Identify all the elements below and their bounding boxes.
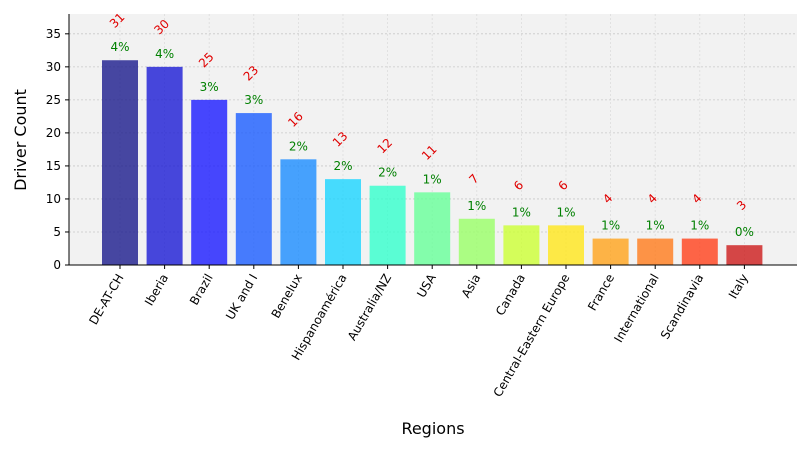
percent-label: 1% xyxy=(690,219,709,233)
x-tick-label: UK and I xyxy=(223,272,260,323)
bar xyxy=(191,99,228,265)
y-tick-label: 20 xyxy=(46,126,61,140)
y-tick-label: 30 xyxy=(46,60,61,74)
x-tick-label: Iberia xyxy=(142,272,171,309)
percent-label: 1% xyxy=(423,172,442,186)
y-tick-label: 5 xyxy=(53,225,61,239)
bars xyxy=(102,60,763,265)
x-tick-label: Benelux xyxy=(269,272,305,321)
bar xyxy=(414,192,451,265)
bar xyxy=(726,245,763,265)
y-tick-label: 0 xyxy=(53,258,61,272)
bar xyxy=(325,179,361,265)
y-axis-label: Driver Count xyxy=(11,89,30,191)
percent-label: 1% xyxy=(556,205,575,219)
x-tick-label: Central-Eastern Europe xyxy=(491,272,573,400)
bar xyxy=(592,238,629,265)
y-tick-label: 10 xyxy=(46,192,61,206)
percent-label: 3% xyxy=(244,93,263,107)
x-tick-label: Brazil xyxy=(187,272,216,308)
x-axis-label: Regions xyxy=(401,419,464,438)
x-tick-label: Australia/NZ xyxy=(345,272,394,343)
x-tick-label: DE-AT-CH xyxy=(86,272,126,328)
y-tick-label: 25 xyxy=(46,93,61,107)
x-tick-label: Canada xyxy=(493,272,528,319)
bar xyxy=(369,185,406,265)
percent-label: 1% xyxy=(467,199,486,213)
bar xyxy=(458,218,495,265)
percent-label: 1% xyxy=(601,219,620,233)
x-tick-label: International xyxy=(611,272,661,345)
x-axis: DE-AT-CH Iberia Brazil UK and I BeneluxHispa… xyxy=(69,264,797,400)
bar xyxy=(280,159,317,265)
x-tick-label: USA xyxy=(414,271,439,300)
x-tick-label: Italy xyxy=(726,272,751,302)
bar xyxy=(548,225,584,265)
percent-label: 1% xyxy=(512,205,531,219)
bar xyxy=(503,225,540,265)
x-tick-label: Asia xyxy=(459,272,484,301)
x-tick-label: France xyxy=(585,272,617,314)
percent-label: 2% xyxy=(289,139,308,153)
percent-label: 4% xyxy=(110,40,129,54)
bar xyxy=(235,113,272,265)
bar xyxy=(681,238,718,265)
x-tick-label: Scandinavia xyxy=(658,272,707,342)
bar xyxy=(637,238,674,265)
y-axis: 0 5 10 15 20 25 30 35 xyxy=(46,14,70,272)
y-tick-label: 35 xyxy=(46,27,61,41)
percent-label: 1% xyxy=(646,219,665,233)
y-tick-label: 15 xyxy=(46,159,61,173)
percent-label: 4% xyxy=(155,47,174,61)
bar xyxy=(102,60,138,265)
percent-label: 2% xyxy=(333,159,352,173)
percent-label: 2% xyxy=(378,166,397,180)
percent-label: 3% xyxy=(200,80,219,94)
bar xyxy=(146,66,183,265)
percent-label: 0% xyxy=(735,225,754,239)
